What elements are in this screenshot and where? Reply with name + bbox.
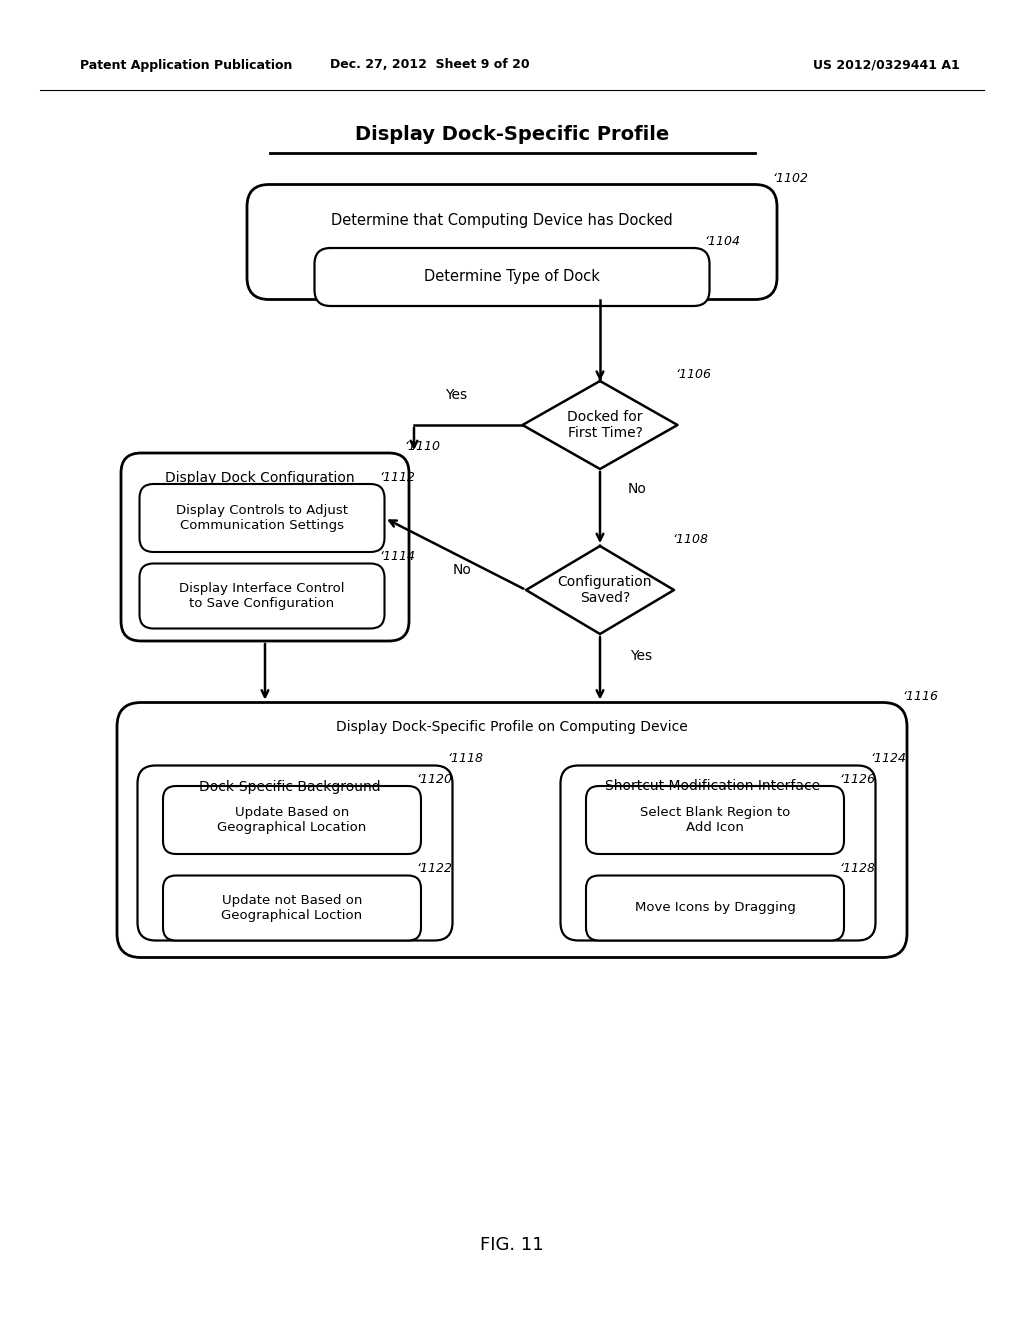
FancyBboxPatch shape bbox=[586, 785, 844, 854]
FancyBboxPatch shape bbox=[121, 453, 409, 642]
FancyBboxPatch shape bbox=[117, 702, 907, 957]
Text: ‘1124: ‘1124 bbox=[870, 752, 906, 766]
Text: ‘1106: ‘1106 bbox=[676, 368, 712, 381]
Text: ‘1126: ‘1126 bbox=[839, 774, 874, 785]
Text: Dec. 27, 2012  Sheet 9 of 20: Dec. 27, 2012 Sheet 9 of 20 bbox=[330, 58, 529, 71]
Text: ‘1112: ‘1112 bbox=[380, 471, 416, 484]
FancyBboxPatch shape bbox=[586, 875, 844, 940]
Text: Determine Type of Dock: Determine Type of Dock bbox=[424, 269, 600, 285]
FancyBboxPatch shape bbox=[314, 248, 710, 306]
Text: Display Controls to Adjust
Communication Settings: Display Controls to Adjust Communication… bbox=[176, 504, 348, 532]
Text: ‘1116: ‘1116 bbox=[902, 689, 938, 702]
FancyBboxPatch shape bbox=[247, 185, 777, 300]
Text: Display Dock-Specific Profile on Computing Device: Display Dock-Specific Profile on Computi… bbox=[336, 721, 688, 734]
Text: Docked for
First Time?: Docked for First Time? bbox=[567, 411, 643, 440]
Text: Update Based on
Geographical Location: Update Based on Geographical Location bbox=[217, 807, 367, 834]
Polygon shape bbox=[522, 381, 678, 469]
Text: ‘1102: ‘1102 bbox=[772, 172, 808, 185]
Text: Yes: Yes bbox=[445, 388, 468, 403]
Text: Yes: Yes bbox=[630, 649, 652, 663]
Text: Shortcut Modification Interface: Shortcut Modification Interface bbox=[605, 780, 820, 793]
Text: ‘1108: ‘1108 bbox=[672, 533, 708, 546]
Text: Determine that Computing Device has Docked: Determine that Computing Device has Dock… bbox=[331, 213, 673, 227]
Text: ‘1110: ‘1110 bbox=[404, 440, 440, 453]
Text: Display Interface Control
to Save Configuration: Display Interface Control to Save Config… bbox=[179, 582, 345, 610]
Text: ‘1118: ‘1118 bbox=[447, 752, 483, 766]
Text: No: No bbox=[628, 482, 647, 496]
Text: Update not Based on
Geographical Loction: Update not Based on Geographical Loction bbox=[221, 894, 362, 921]
Text: Move Icons by Dragging: Move Icons by Dragging bbox=[635, 902, 796, 915]
Text: Select Blank Region to
Add Icon: Select Blank Region to Add Icon bbox=[640, 807, 791, 834]
Text: Display Dock-Specific Profile: Display Dock-Specific Profile bbox=[355, 125, 669, 144]
FancyBboxPatch shape bbox=[139, 564, 384, 628]
FancyBboxPatch shape bbox=[560, 766, 876, 940]
Polygon shape bbox=[526, 546, 674, 634]
Text: ‘1120: ‘1120 bbox=[416, 774, 452, 785]
Text: US 2012/0329441 A1: US 2012/0329441 A1 bbox=[813, 58, 961, 71]
Text: Dock-Specific Background: Dock-Specific Background bbox=[200, 780, 381, 793]
Text: Configuration
Saved?: Configuration Saved? bbox=[558, 576, 652, 605]
Text: Patent Application Publication: Patent Application Publication bbox=[80, 58, 293, 71]
Text: ‘1104: ‘1104 bbox=[705, 235, 740, 248]
FancyBboxPatch shape bbox=[163, 785, 421, 854]
Text: No: No bbox=[453, 564, 471, 577]
Text: FIG. 11: FIG. 11 bbox=[480, 1236, 544, 1254]
Text: ‘1128: ‘1128 bbox=[839, 862, 874, 875]
Text: Display Dock Configuration: Display Dock Configuration bbox=[165, 471, 354, 484]
FancyBboxPatch shape bbox=[137, 766, 453, 940]
Text: ‘1122: ‘1122 bbox=[416, 862, 452, 875]
FancyBboxPatch shape bbox=[163, 875, 421, 940]
FancyBboxPatch shape bbox=[139, 484, 384, 552]
Text: ‘1114: ‘1114 bbox=[380, 550, 416, 564]
